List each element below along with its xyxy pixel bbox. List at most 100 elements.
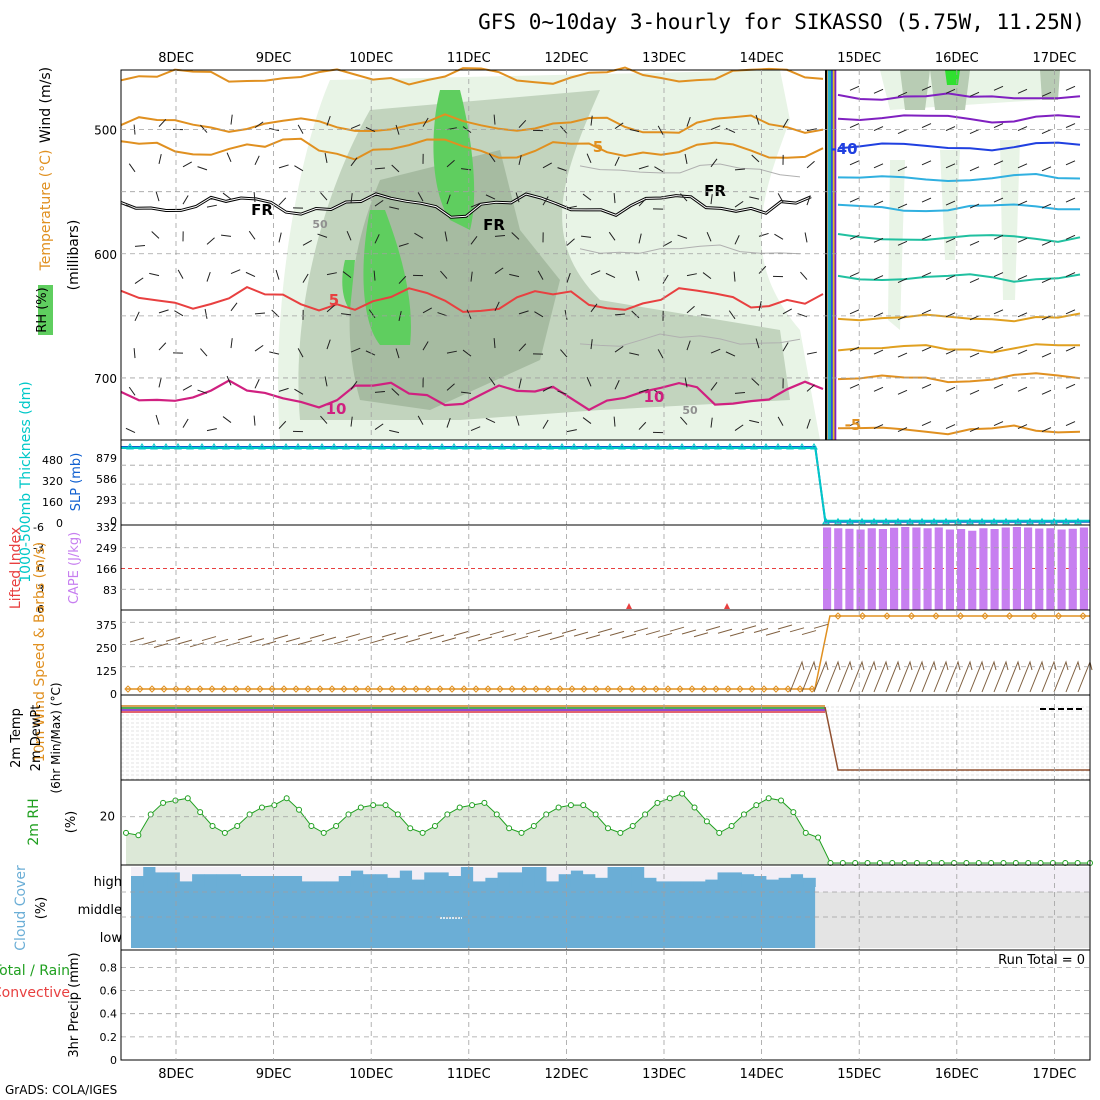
rh-shade-mid <box>1040 70 1060 100</box>
wind-barb <box>1041 240 1052 246</box>
wind-barb <box>734 424 744 431</box>
wind-barb <box>200 124 208 133</box>
wind-barb <box>969 129 980 135</box>
wind-barb <box>608 231 616 241</box>
wind-barb <box>201 636 217 642</box>
thickness-tick-label: 480 <box>42 454 63 467</box>
rh2m-marker <box>370 802 377 809</box>
wind-barb <box>993 160 1004 166</box>
wind-speed-marker <box>412 685 420 693</box>
cloud-high-gap <box>595 867 609 878</box>
wind-barb <box>165 636 181 642</box>
wind-tick-label: 125 <box>96 665 117 678</box>
temperature-contour <box>837 92 1081 101</box>
wind-barb <box>151 231 160 239</box>
wind-barb <box>342 271 352 278</box>
wind-barb <box>1065 346 1076 352</box>
wind-barb <box>470 271 473 282</box>
temperature-contour <box>837 343 1081 354</box>
wind-speed-marker <box>652 685 660 693</box>
rh2m-marker <box>135 832 142 839</box>
wind-barb <box>969 427 980 433</box>
wind-barb <box>1017 424 1028 430</box>
cloud-high-bar <box>350 870 364 887</box>
wind-barb <box>921 85 932 91</box>
cloud-high-bar <box>583 874 596 887</box>
rh-contour <box>579 163 801 178</box>
wind-speed-marker <box>556 685 564 693</box>
cloud-high-gap <box>680 867 694 882</box>
thickness-marker <box>234 443 242 450</box>
rh2m-marker <box>419 829 426 836</box>
cape-bar <box>957 529 966 610</box>
wind-barb <box>849 85 860 91</box>
thickness-marker <box>546 443 554 450</box>
wind-barb <box>797 313 808 318</box>
cloud-high-bar <box>766 879 780 887</box>
wind-speed-marker <box>592 685 600 693</box>
wind-speed-marker <box>448 685 456 693</box>
wind-barb <box>1065 383 1076 389</box>
wind-barb <box>993 197 1004 203</box>
cloud-high-gap <box>448 867 462 876</box>
precip-panel: 0 0.2 0.4 0.6 0.8 Run Total = 0 <box>100 953 1090 1067</box>
temperature-contour <box>120 379 824 412</box>
rh2m-marker <box>716 829 723 836</box>
thickness-marker <box>894 517 902 525</box>
wind-barb <box>710 194 713 205</box>
wind-speed-marker <box>628 685 636 693</box>
rh2m-marker <box>320 829 327 836</box>
thickness-marker <box>930 517 938 525</box>
wind-barb <box>749 196 760 200</box>
wind-speed-marker <box>784 685 792 693</box>
precip-tick-label: 0 <box>110 1054 117 1067</box>
wind-speed-marker <box>664 685 672 693</box>
rh2m-marker <box>333 822 340 829</box>
wind-barb <box>494 234 506 237</box>
wind-barb <box>177 639 193 645</box>
thickness-marker <box>846 517 854 525</box>
wind-speed-marker <box>124 685 132 693</box>
wind-barb <box>391 388 400 396</box>
date-tick-label-top: 10DEC <box>349 51 393 66</box>
wind-speed-marker <box>616 685 624 693</box>
wind-speed-marker <box>196 685 204 693</box>
wind-barb <box>249 638 265 644</box>
contour-label: 5 <box>329 291 339 309</box>
thickness-marker <box>330 443 338 450</box>
cloud-high-gap <box>412 867 425 880</box>
wind-barb <box>873 200 884 206</box>
thickness-marker <box>714 443 722 450</box>
wind-barb <box>488 376 496 386</box>
cloud-high-bar <box>314 881 328 887</box>
wind-barb <box>1041 660 1057 693</box>
wind-barb <box>662 241 672 247</box>
temperature-contour <box>120 137 824 161</box>
wind-barb <box>945 424 956 430</box>
wind-barb <box>638 165 649 170</box>
wind-barb <box>1041 129 1052 135</box>
rh2m-marker <box>456 804 463 811</box>
cloud-high-gap <box>717 867 731 873</box>
wind-barb <box>346 230 352 241</box>
panel-frame-precip <box>120 949 1091 1061</box>
rh2m-marker <box>308 822 315 829</box>
slp-tick-label: 293 <box>96 494 117 507</box>
wind-barb <box>537 270 544 280</box>
wind-barb <box>613 193 616 204</box>
footer-credit: GrADS: COLA/IGES <box>5 1083 118 1097</box>
wind-barb <box>248 230 256 240</box>
wind-barb <box>693 632 709 638</box>
wind-barb <box>557 390 568 395</box>
rh2m-marker <box>654 799 661 806</box>
wind-barb <box>969 203 980 209</box>
wind-speed-marker <box>688 685 696 693</box>
cloud-high-bar <box>790 874 804 887</box>
wind-speed-marker <box>736 685 744 693</box>
wind-barb <box>654 389 664 396</box>
wind-barb <box>278 164 289 169</box>
thickness-marker <box>522 443 530 450</box>
wind-barb <box>981 660 997 693</box>
cape-bar <box>979 528 988 610</box>
thickness-marker <box>1026 517 1034 525</box>
